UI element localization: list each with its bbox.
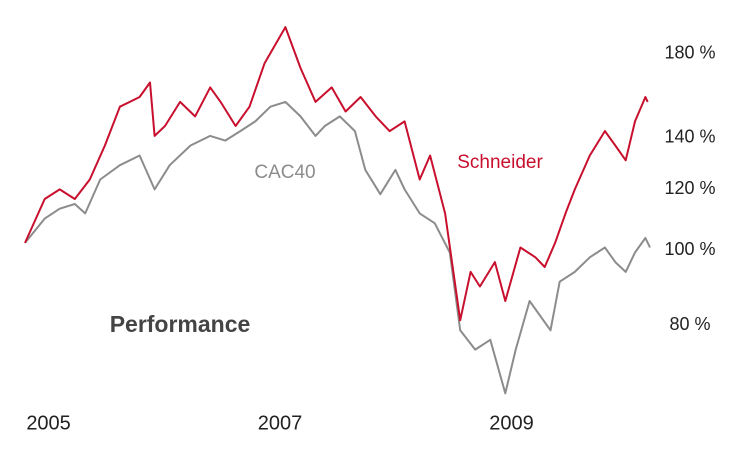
y-tick-label: 100 % [664,239,715,259]
y-tick-label: 140 % [664,127,715,147]
x-tick-label: 2007 [258,412,303,434]
y-tick-label: 120 % [664,178,715,198]
x-tick-label: 2009 [489,412,534,434]
series-label: CAC40 [254,162,315,183]
chart-title: Performance [110,311,251,337]
series-line [24,26,649,322]
series-line [24,100,651,395]
y-tick-label: 80 % [669,314,710,334]
x-tick-label: 2005 [26,412,71,434]
y-tick-label: 180 % [664,42,715,62]
series-label: Schneider [457,152,543,173]
